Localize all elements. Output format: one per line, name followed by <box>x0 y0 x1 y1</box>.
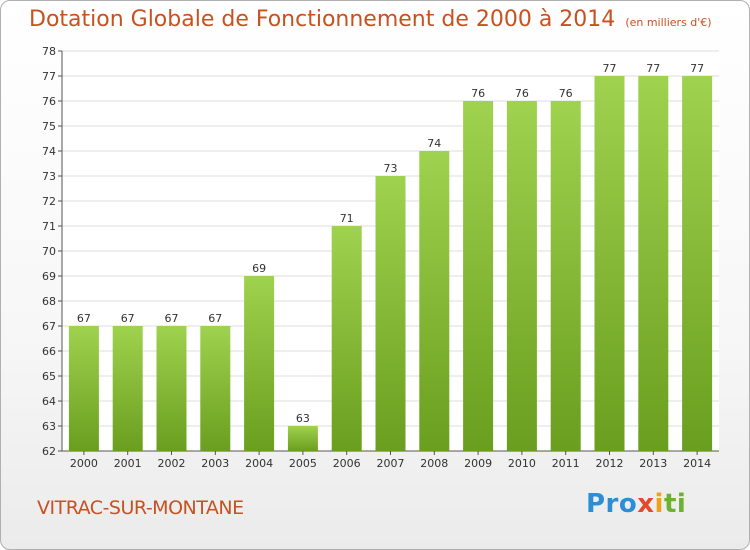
value-label-2006: 71 <box>340 212 354 225</box>
x-tick-label-2013: 2013 <box>639 457 667 470</box>
chart-subtitle: (en milliers d'€) <box>625 16 712 29</box>
y-tick-label: 62 <box>42 445 56 458</box>
bar-2012 <box>594 76 625 451</box>
bar-2013 <box>638 76 669 451</box>
bar-2003 <box>200 326 231 451</box>
value-label-2014: 77 <box>690 62 704 75</box>
y-tick-label: 74 <box>42 145 56 158</box>
y-tick-label: 69 <box>42 270 56 283</box>
y-tick-label: 78 <box>42 45 56 58</box>
value-label-2004: 69 <box>252 262 266 275</box>
x-tick-label-2011: 2011 <box>552 457 580 470</box>
y-tick-label: 76 <box>42 95 56 108</box>
bar-2004 <box>244 276 275 451</box>
x-tick-label-2005: 2005 <box>289 457 317 470</box>
y-tick-label: 72 <box>42 195 56 208</box>
x-tick-label-2006: 2006 <box>333 457 361 470</box>
value-label-2012: 77 <box>603 62 617 75</box>
y-tick-label: 63 <box>42 420 56 433</box>
value-label-2000: 67 <box>77 312 91 325</box>
bar-2008 <box>419 151 450 451</box>
y-tick-label: 70 <box>42 245 56 258</box>
y-tick-label: 75 <box>42 120 56 133</box>
x-tick-label-2009: 2009 <box>464 457 492 470</box>
value-label-2008: 74 <box>427 137 441 150</box>
value-label-2005: 63 <box>296 412 310 425</box>
y-tick-label: 66 <box>42 345 56 358</box>
x-tick-label-2008: 2008 <box>420 457 448 470</box>
y-tick-label: 67 <box>42 320 56 333</box>
x-tick-label-2004: 2004 <box>245 457 273 470</box>
bar-2005 <box>287 426 318 451</box>
x-tick-label-2012: 2012 <box>596 457 624 470</box>
value-label-2003: 67 <box>208 312 222 325</box>
bar-2001 <box>112 326 143 451</box>
bar-2009 <box>463 101 494 451</box>
bar-2000 <box>68 326 99 451</box>
x-tick-label-2000: 2000 <box>70 457 98 470</box>
bar-2011 <box>550 101 581 451</box>
bar-2007 <box>375 176 406 451</box>
y-tick-label: 71 <box>42 220 56 233</box>
chart-title: Dotation Globale de Fonctionnement de 20… <box>29 7 712 32</box>
value-label-2010: 76 <box>515 87 529 100</box>
value-label-2011: 76 <box>559 87 573 100</box>
x-tick-label-2002: 2002 <box>158 457 186 470</box>
y-tick-label: 64 <box>42 395 56 408</box>
value-label-2013: 77 <box>646 62 660 75</box>
y-tick-label: 73 <box>42 170 56 183</box>
x-tick-label-2003: 2003 <box>201 457 229 470</box>
y-tick-label: 65 <box>42 370 56 383</box>
x-tick-label-2007: 2007 <box>377 457 405 470</box>
commune-name: VITRAC-SUR-MONTANE <box>37 497 244 519</box>
value-label-2009: 76 <box>471 87 485 100</box>
bar-2014 <box>682 76 713 451</box>
y-tick-label: 77 <box>42 70 56 83</box>
value-label-2007: 73 <box>384 162 398 175</box>
x-tick-label-2010: 2010 <box>508 457 536 470</box>
bar-2010 <box>506 101 537 451</box>
bar-2006 <box>331 226 362 451</box>
proxiti-logo: Proxiti <box>586 489 687 519</box>
value-label-2001: 67 <box>121 312 135 325</box>
title-text: Dotation Globale de Fonctionnement de 20… <box>29 7 616 32</box>
value-label-2002: 67 <box>165 312 179 325</box>
x-tick-label-2014: 2014 <box>683 457 711 470</box>
y-tick-label: 68 <box>42 295 56 308</box>
bar-2002 <box>156 326 187 451</box>
x-tick-label-2001: 2001 <box>114 457 142 470</box>
